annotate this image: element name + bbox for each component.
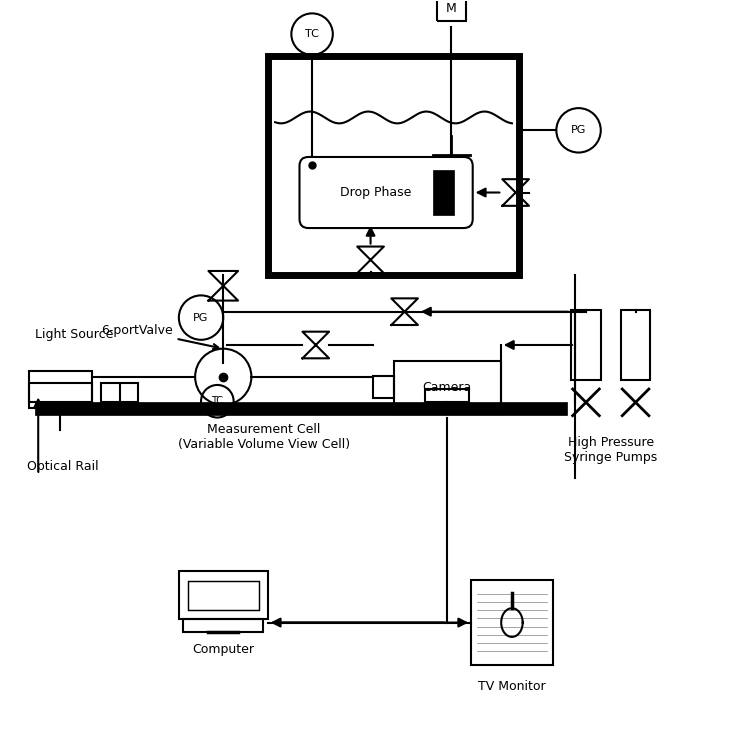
Bar <box>433 170 454 216</box>
Text: 6-portValve: 6-portValve <box>101 324 218 349</box>
Text: Optical Rail: Optical Rail <box>27 459 99 473</box>
Bar <box>183 619 263 632</box>
Bar <box>34 402 568 415</box>
Bar <box>621 310 650 380</box>
Text: TC: TC <box>211 396 223 406</box>
Text: Computer: Computer <box>192 642 254 656</box>
Text: Drop Phase: Drop Phase <box>340 186 411 199</box>
Text: High Pressure
Syringe Pumps: High Pressure Syringe Pumps <box>564 436 658 464</box>
Bar <box>471 580 553 665</box>
Text: Camera: Camera <box>422 381 472 393</box>
Text: TC: TC <box>305 29 319 39</box>
FancyBboxPatch shape <box>299 157 472 228</box>
Bar <box>101 384 138 402</box>
Text: M: M <box>446 1 457 15</box>
Text: PG: PG <box>571 125 586 136</box>
Text: Light Source: Light Source <box>34 328 113 342</box>
Bar <box>268 56 519 275</box>
Bar <box>394 361 501 413</box>
Bar <box>29 371 92 408</box>
Text: PG: PG <box>194 313 208 322</box>
Text: Measurement Cell
(Variable Volume View Cell): Measurement Cell (Variable Volume View C… <box>178 422 350 451</box>
Text: TV Monitor: TV Monitor <box>478 680 546 693</box>
Bar <box>29 384 92 402</box>
Bar <box>373 376 394 398</box>
Bar <box>572 310 601 380</box>
Bar <box>425 389 470 402</box>
Bar <box>178 571 268 619</box>
Bar <box>188 581 259 610</box>
